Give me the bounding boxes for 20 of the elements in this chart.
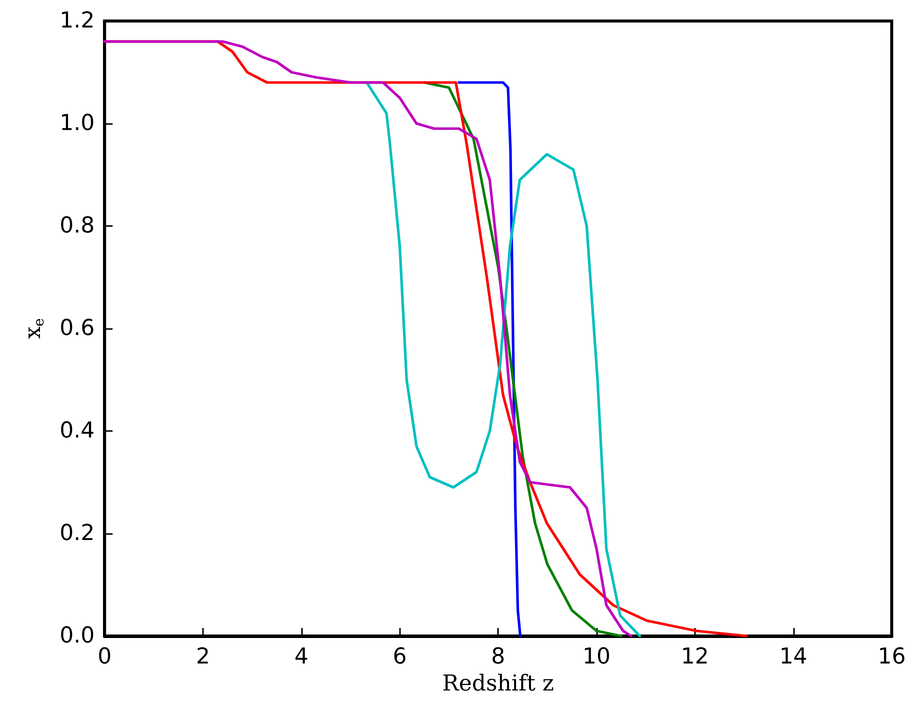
- y-tick-label: 0.2: [60, 521, 95, 546]
- y-tick-label: 1.2: [60, 8, 95, 34]
- x-tick-label: 8: [491, 644, 506, 670]
- x-tick-label: 4: [294, 644, 308, 670]
- x-tick-label: 10: [582, 644, 611, 670]
- y-tick-label: 0.0: [60, 624, 95, 648]
- x-tick-label: 14: [779, 644, 808, 670]
- x-tick-label: 16: [878, 644, 906, 670]
- y-tick-label: 1.0: [60, 111, 95, 136]
- y-tick-label: 0.8: [60, 214, 95, 238]
- x-tick-label: 2: [196, 644, 210, 670]
- x-axis-title: Redshift z: [442, 671, 554, 696]
- line-series: [366, 81, 642, 638]
- y-tick-label: 0.6: [60, 316, 95, 341]
- x-tick-label: 12: [680, 644, 709, 670]
- x-tick-label: 0: [98, 644, 112, 670]
- y-tick-label: 0.4: [60, 418, 95, 444]
- x-tick-label: 6: [392, 644, 407, 670]
- line-series: [103, 40, 632, 638]
- y-axis-title: xe: [21, 318, 48, 339]
